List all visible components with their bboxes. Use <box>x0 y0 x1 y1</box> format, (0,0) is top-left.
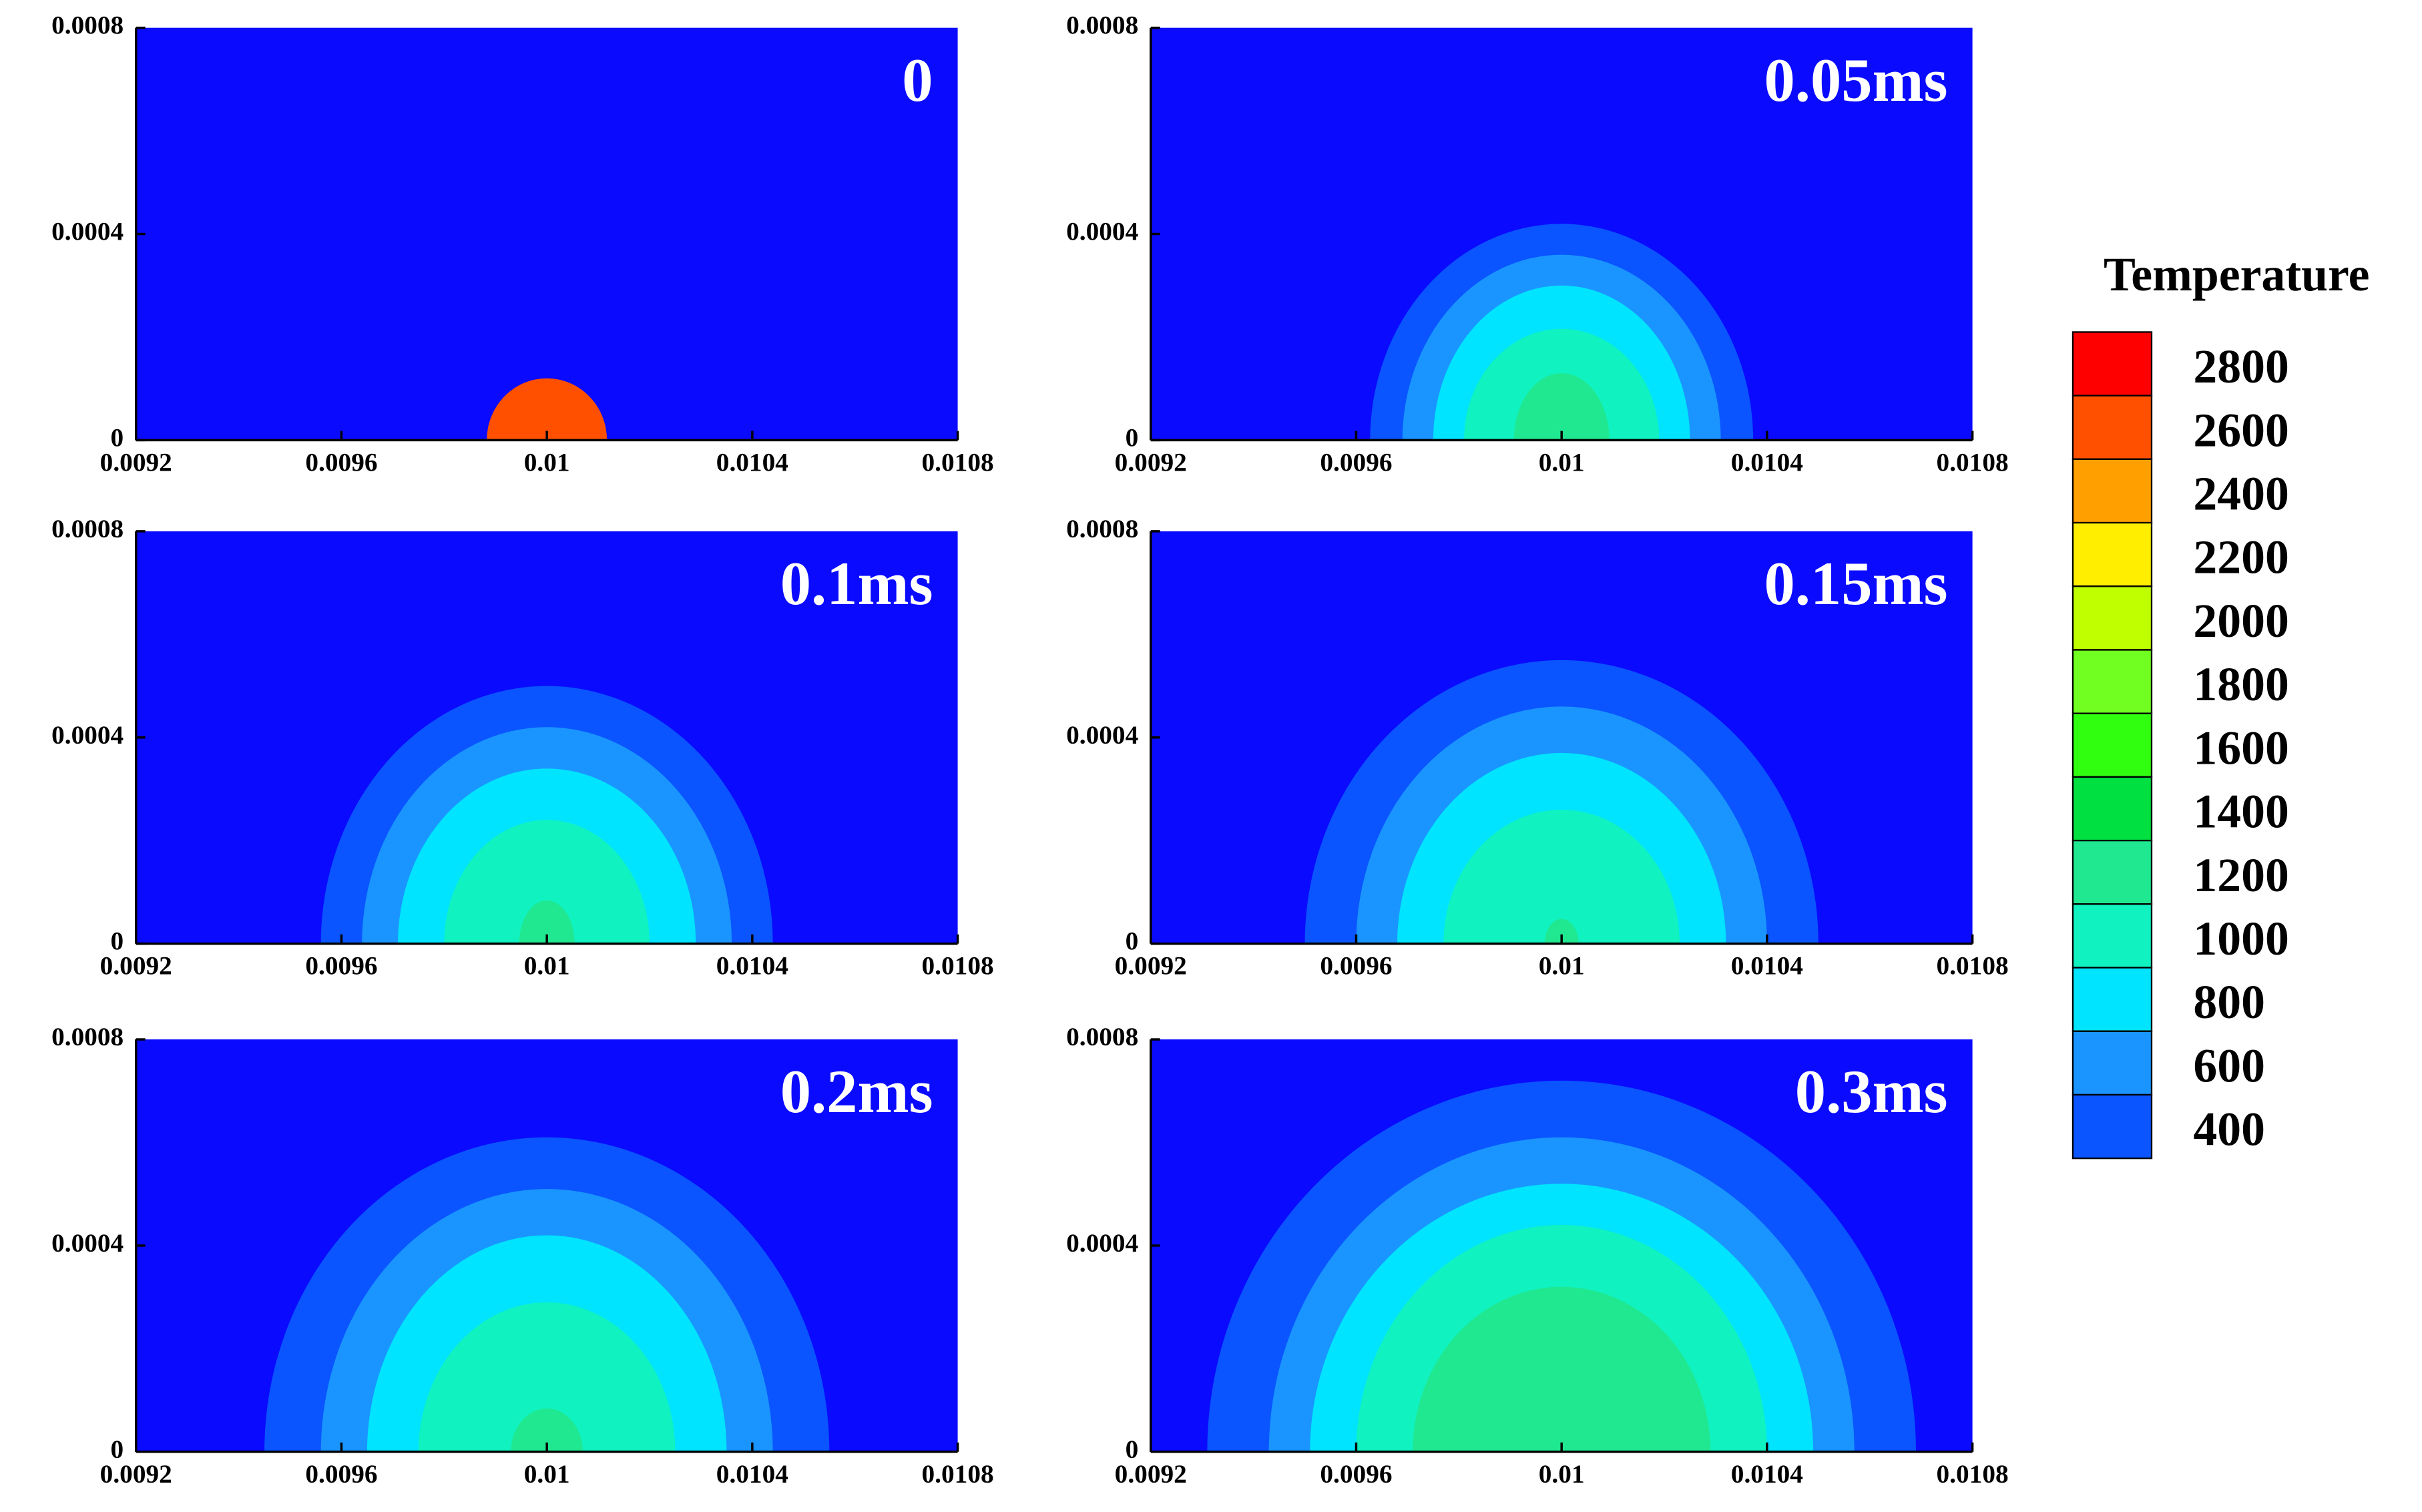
colorbar-label: 400 <box>2193 1103 2265 1156</box>
x-tick-label: 0.0096 <box>1320 447 1392 477</box>
y-tick-label: 0 <box>1126 423 1139 452</box>
x-tick-label: 0.0096 <box>305 1459 377 1489</box>
y-tick-label: 0.0004 <box>51 720 124 750</box>
contour-region <box>511 1408 583 1452</box>
colorbar-label: 2400 <box>2193 467 2288 520</box>
colorbar-label: 2800 <box>2193 340 2288 393</box>
x-tick-label: 0.01 <box>1539 447 1585 477</box>
colorbar-label: 1800 <box>2193 658 2288 711</box>
colorbar-label: 600 <box>2193 1039 2265 1092</box>
colorbar-label: 1400 <box>2193 785 2288 838</box>
colorbar-label: 1600 <box>2193 721 2288 774</box>
x-tick-label: 0.0108 <box>921 447 993 477</box>
colorbar-band <box>2072 903 2153 969</box>
colorbar-label: 2000 <box>2193 594 2288 648</box>
x-tick-label: 0.0092 <box>1115 447 1187 477</box>
colorbar-band <box>2072 1093 2153 1160</box>
contour-region <box>519 900 575 944</box>
x-tick-label: 0.0096 <box>1320 1459 1392 1489</box>
x-tick-label: 0.01 <box>524 447 570 477</box>
x-tick-label: 0.01 <box>1539 951 1585 981</box>
colorbar-band <box>2072 585 2153 651</box>
y-tick-label: 0.0004 <box>51 217 124 246</box>
y-tick-label: 0.0004 <box>1066 1228 1138 1258</box>
contour-region <box>1544 919 1579 944</box>
colorbar-band <box>2072 776 2153 842</box>
x-tick-label: 0.0104 <box>716 1459 788 1489</box>
y-tick-label: 0 <box>111 1435 124 1464</box>
panel-label: 0.15ms <box>1764 550 1948 618</box>
y-tick-label: 0.0008 <box>51 11 124 40</box>
panel-label: 0.3ms <box>1795 1058 1948 1126</box>
y-tick-label: 0.0008 <box>51 514 124 543</box>
x-tick-label: 0.0096 <box>305 951 377 981</box>
colorbar-band <box>2072 649 2153 714</box>
x-tick-label: 0.0092 <box>100 447 172 477</box>
y-tick-label: 0.0004 <box>1066 217 1138 246</box>
y-tick-label: 0.0008 <box>1066 11 1138 40</box>
x-tick-label: 0.0096 <box>1320 951 1392 981</box>
y-tick-label: 0 <box>1126 1435 1139 1464</box>
x-tick-label: 0.0108 <box>1937 447 2009 477</box>
y-tick-label: 0 <box>111 927 124 956</box>
x-tick-label: 0.0108 <box>1937 951 2009 981</box>
colorbar-band <box>2072 521 2153 587</box>
colorbar-label: 800 <box>2193 975 2265 1029</box>
x-tick-label: 0.0104 <box>716 447 788 477</box>
x-tick-label: 0.0108 <box>921 1459 993 1489</box>
y-tick-label: 0 <box>1126 927 1139 956</box>
colorbar-label: 2600 <box>2193 403 2288 457</box>
colorbar-band <box>2072 839 2153 905</box>
y-tick-label: 0.0004 <box>1066 720 1138 750</box>
x-tick-label: 0.0092 <box>100 1459 172 1489</box>
contour-region <box>1443 810 1680 944</box>
plot-background <box>136 27 958 441</box>
legend-title: Temperature <box>2104 248 2369 301</box>
panel-label: 0.1ms <box>780 550 933 618</box>
contour-region <box>1413 1286 1711 1452</box>
x-tick-label: 0.0104 <box>1731 951 1803 981</box>
x-tick-label: 0.01 <box>1539 1459 1585 1489</box>
colorbar-band <box>2072 395 2153 461</box>
colorbar-label: 1200 <box>2193 848 2288 902</box>
panel-label: 0.05ms <box>1764 47 1948 115</box>
x-tick-label: 0.0092 <box>1115 951 1187 981</box>
colorbar-band <box>2072 967 2153 1032</box>
contour-region <box>1513 373 1610 441</box>
colorbar-band <box>2072 458 2153 524</box>
contour-region <box>487 378 608 441</box>
panel-label: 0 <box>902 47 933 115</box>
y-tick-label: 0.0008 <box>1066 514 1138 543</box>
x-tick-label: 0.0108 <box>921 951 993 981</box>
y-tick-label: 0 <box>111 423 124 452</box>
x-tick-label: 0.0092 <box>100 951 172 981</box>
colorbar-label: 2200 <box>2193 531 2288 584</box>
panel-label: 0.2ms <box>780 1058 933 1126</box>
colorbar-band <box>2072 331 2153 397</box>
x-tick-label: 0.0104 <box>1731 1459 1803 1489</box>
x-tick-label: 0.01 <box>524 951 570 981</box>
y-tick-label: 0.0004 <box>51 1228 124 1258</box>
contour-region <box>444 820 650 944</box>
x-tick-label: 0.0104 <box>716 951 788 981</box>
x-tick-label: 0.0092 <box>1115 1459 1187 1489</box>
colorbar-band <box>2072 712 2153 778</box>
x-tick-label: 0.01 <box>524 1459 570 1489</box>
x-tick-label: 0.0096 <box>305 447 377 477</box>
x-tick-label: 0.0104 <box>1731 447 1803 477</box>
colorbar-band <box>2072 1030 2153 1096</box>
y-tick-label: 0.0008 <box>1066 1022 1138 1051</box>
y-tick-label: 0.0008 <box>51 1022 124 1051</box>
x-tick-label: 0.0108 <box>1937 1459 2009 1489</box>
colorbar-label: 1000 <box>2193 912 2288 965</box>
contour-region <box>418 1302 676 1452</box>
